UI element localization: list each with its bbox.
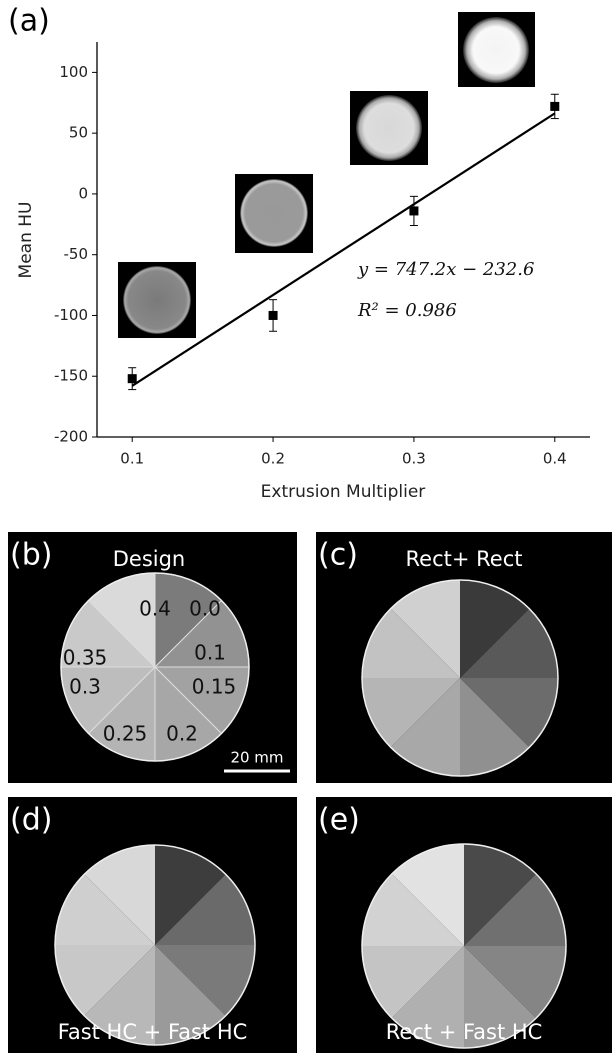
sector-label: 0.4: [139, 597, 171, 621]
sector-label: 0.0: [189, 597, 221, 621]
fit-equation: y = 747.2x − 232.6: [357, 259, 534, 280]
sector-label: 0.25: [103, 722, 148, 746]
sector: [155, 945, 226, 1045]
sector: [55, 945, 155, 1016]
sector: [460, 678, 530, 776]
sector: [464, 873, 566, 946]
panel-label: (b): [10, 538, 52, 573]
scale-bar-label: 20 mm: [230, 749, 283, 767]
panel-title: Design: [113, 547, 186, 571]
disc-edge: [54, 844, 256, 1046]
point: [268, 310, 278, 320]
point: [127, 374, 137, 384]
y-axis-title: Mean HU: [16, 202, 36, 279]
image-panel: (c) Rect+ Rect: [316, 532, 612, 783]
sector: [361, 678, 460, 748]
inset-images: [118, 12, 535, 338]
sector: [464, 844, 537, 946]
panel-title: Rect+ Rect: [406, 547, 523, 571]
panel-label: (d): [10, 803, 52, 838]
sector: [84, 845, 155, 945]
y-tick-label: 0: [78, 184, 88, 202]
image-panel: (b) Design 0.0 0.1 0.15 0.2 0.250.3 0.35 0.4 20 m…: [8, 532, 297, 783]
sector: [390, 580, 460, 678]
sector-label: 0.1: [194, 641, 226, 665]
y-tick-label: 50: [69, 124, 88, 142]
panel-title: Rect + Fast HC: [386, 1020, 543, 1044]
sector: [460, 608, 558, 678]
sector: [460, 580, 530, 678]
sector: [464, 946, 566, 1019]
sector: [155, 845, 226, 945]
sector: [391, 844, 464, 946]
y-tick-label: -200: [54, 428, 88, 446]
sector: [55, 874, 155, 945]
sector-label: 0.15: [192, 675, 237, 699]
sector-label: 0.35: [63, 646, 108, 670]
x-tick-label: 0.4: [543, 450, 567, 468]
sector: [362, 873, 464, 946]
sector: [362, 608, 460, 678]
x-tick-label: 0.3: [402, 450, 426, 468]
panel-title: Fast HC + Fast HC: [58, 1020, 248, 1044]
fit-r2: R² = 0.986: [357, 300, 457, 321]
y-tick-label: -150: [54, 367, 88, 385]
point: [409, 206, 419, 216]
point: [550, 101, 560, 111]
disc-edge: [361, 579, 559, 777]
sector-label: 0.3: [69, 675, 101, 699]
panel-label: (c): [318, 538, 358, 573]
sector: [460, 678, 558, 748]
disc-edge: [361, 843, 567, 1049]
sector: [464, 946, 537, 1048]
y-tick-label: -50: [64, 245, 89, 263]
fit-line: [131, 112, 556, 387]
x-axis-title: Extrusion Multiplier: [261, 482, 426, 502]
sector: [362, 946, 464, 1019]
sector: [84, 945, 155, 1045]
x-tick-label: 0.1: [120, 450, 144, 468]
image-panel: (d) Fast HC + Fast HC: [8, 797, 297, 1053]
x-tick-label: 0.2: [261, 450, 285, 468]
sector: [391, 946, 464, 1048]
sector: [155, 874, 255, 945]
disc-edge: [60, 572, 250, 762]
y-tick-label: -100: [54, 306, 88, 324]
panel-label: (a): [8, 4, 50, 39]
sector: [155, 945, 255, 1016]
sector: [390, 678, 460, 776]
panel-label: (e): [318, 803, 360, 838]
image-panel: (e) Rect + Fast HC: [316, 797, 612, 1053]
y-tick-label: 100: [59, 63, 88, 81]
sector-label: 0.2: [166, 722, 198, 746]
